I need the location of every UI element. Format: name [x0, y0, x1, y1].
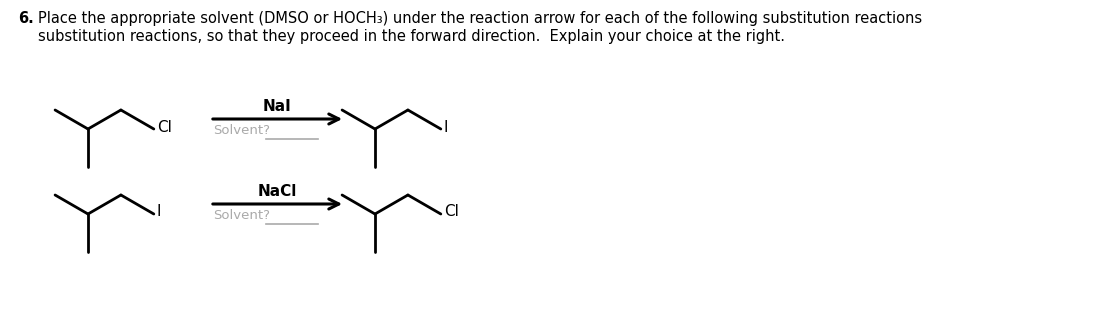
Text: Place the appropriate solvent (DMSO or HOCH₃) under the reaction arrow for each : Place the appropriate solvent (DMSO or H…	[37, 11, 922, 26]
Text: I: I	[444, 120, 449, 135]
Text: NaCl: NaCl	[258, 184, 298, 199]
Text: Cl: Cl	[156, 120, 172, 135]
Text: Cl: Cl	[444, 204, 458, 219]
Text: I: I	[156, 204, 161, 219]
Text: Solvent?: Solvent?	[213, 124, 270, 137]
Text: Solvent?: Solvent?	[213, 209, 270, 222]
Text: NaI: NaI	[263, 99, 292, 114]
Text: 6.: 6.	[18, 11, 34, 26]
Text: substitution reactions, so that they proceed in the forward direction.  Explain : substitution reactions, so that they pro…	[37, 29, 785, 44]
